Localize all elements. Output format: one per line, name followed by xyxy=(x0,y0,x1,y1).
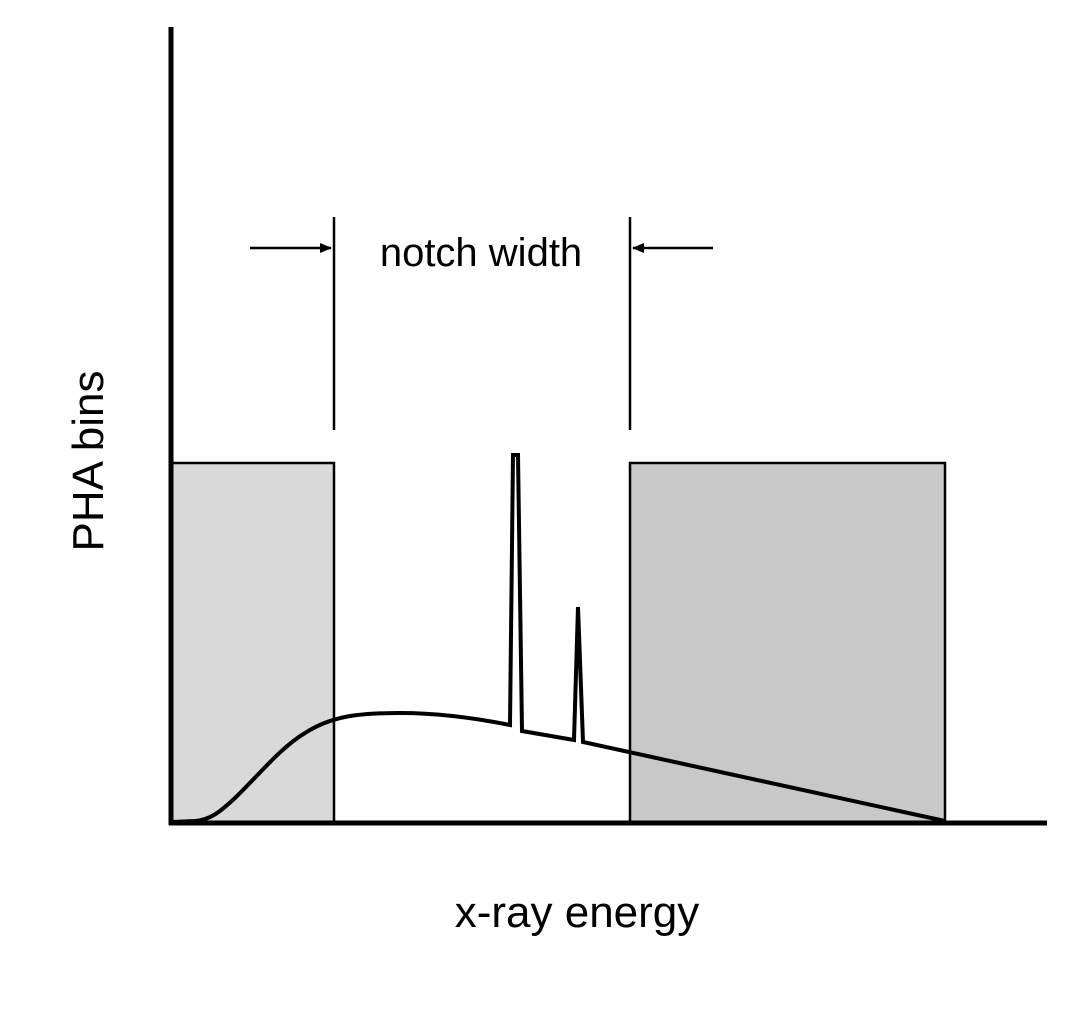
y-axis-label: PHA bins xyxy=(64,371,113,552)
notch-width-label: notch width xyxy=(380,231,582,275)
x-axis-label: x-ray energy xyxy=(455,888,700,937)
spectrum-curve xyxy=(171,453,946,824)
left-pha-window xyxy=(169,461,336,825)
right-pha-window xyxy=(628,461,947,825)
